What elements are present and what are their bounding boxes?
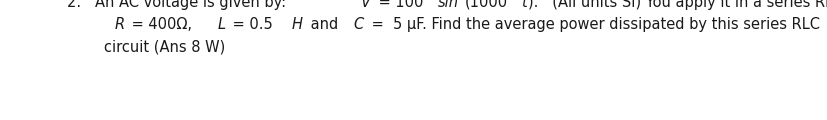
Text: = 100: = 100 bbox=[374, 0, 423, 10]
Text: sin: sin bbox=[437, 0, 458, 10]
Text: = 0.5: = 0.5 bbox=[227, 17, 277, 32]
Text: ).   (All units SI) You apply it in a series RLC with: ). (All units SI) You apply it in a seri… bbox=[528, 0, 827, 10]
Text: circuit (Ans 8 W): circuit (Ans 8 W) bbox=[67, 39, 225, 54]
Text: =  5 μF. Find the average power dissipated by this series RLC: = 5 μF. Find the average power dissipate… bbox=[366, 17, 819, 32]
Text: V: V bbox=[361, 0, 370, 10]
Text: (1000: (1000 bbox=[465, 0, 508, 10]
Text: H: H bbox=[291, 17, 302, 32]
Text: = 400Ω,: = 400Ω, bbox=[127, 17, 197, 32]
Text: L: L bbox=[217, 17, 225, 32]
Text: and: and bbox=[305, 17, 342, 32]
Text: t: t bbox=[520, 0, 526, 10]
Text: R: R bbox=[114, 17, 124, 32]
Text: 2.   An AC voltage is given by:: 2. An AC voltage is given by: bbox=[67, 0, 294, 10]
Text: C: C bbox=[353, 17, 363, 32]
